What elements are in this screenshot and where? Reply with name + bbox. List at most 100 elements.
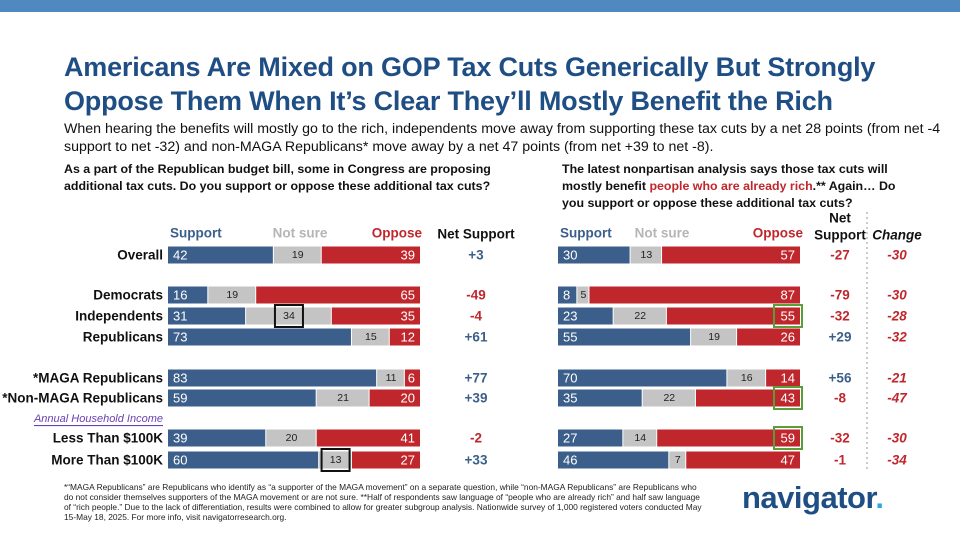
right-label-not-sure-5: 22	[663, 392, 675, 404]
category-label-2: Independents	[75, 309, 163, 324]
right-bar-support-1	[558, 286, 577, 304]
right-label-support-5: 35	[563, 391, 577, 406]
right-bar-not-sure-0	[630, 246, 662, 264]
left-legend-not-sure: Not sure	[273, 226, 328, 241]
left-label-oppose-5: 20	[401, 391, 415, 406]
left-highlight-box-1	[320, 448, 351, 472]
right-bar-not-sure-4	[727, 369, 766, 387]
right-bar-oppose-6	[657, 429, 800, 447]
left-bar-oppose-1	[256, 286, 420, 304]
left-label-support-6: 39	[173, 431, 187, 446]
change-value-0: -30	[887, 248, 907, 263]
left-label-support-7: 60	[173, 453, 187, 468]
page-title: Americans Are Mixed on GOP Tax Cuts Gene…	[64, 52, 876, 116]
right-net-value-4: +56	[829, 371, 852, 386]
change-value-3: -32	[887, 330, 907, 345]
footnote: *“MAGA Republicans” are Republicans who …	[64, 482, 702, 522]
left-label-not-sure-3: 15	[365, 331, 377, 343]
right-bar-oppose-2	[666, 307, 800, 325]
change-value-7: -34	[887, 453, 907, 468]
right-label-oppose-1: 87	[781, 288, 795, 303]
left-highlight-box-0	[273, 304, 304, 328]
right-label-not-sure-6: 14	[634, 432, 646, 444]
right-highlight-box-0	[773, 304, 803, 328]
left-bar-oppose-6	[316, 429, 420, 447]
left-bar-support-0	[168, 246, 273, 264]
right-question-highlight: people who are already rich	[649, 179, 813, 193]
right-label-not-sure-4: 16	[741, 372, 753, 384]
right-bar-not-sure-5	[642, 389, 695, 407]
right-label-oppose-3: 26	[781, 330, 795, 345]
left-net-value-7: +33	[465, 453, 488, 468]
left-label-not-sure-6: 20	[286, 432, 298, 444]
right-bar-not-sure-1	[577, 286, 589, 304]
category-label-1: Democrats	[93, 288, 163, 303]
change-value-1: -30	[887, 288, 907, 303]
right-label-support-0: 30	[563, 248, 577, 263]
left-bar-support-2	[168, 307, 246, 325]
logo-text: navigator	[742, 480, 876, 515]
left-net-value-5: +39	[465, 391, 488, 406]
left-bar-oppose-2	[331, 307, 420, 325]
left-net-value-3: +61	[465, 330, 488, 345]
left-label-support-0: 42	[173, 248, 187, 263]
left-bar-not-sure-5	[316, 389, 369, 407]
left-net-value-6: -2	[470, 431, 482, 446]
right-bar-not-sure-2	[613, 307, 666, 325]
right-label-oppose-4: 14	[781, 371, 795, 386]
left-bar-oppose-4	[404, 369, 420, 387]
left-bar-oppose-3	[389, 328, 420, 346]
left-label-support-2: 31	[173, 309, 187, 324]
right-label-support-7: 46	[563, 453, 577, 468]
right-net-header-line2: Support	[814, 228, 866, 243]
right-label-not-sure-1: 5	[580, 289, 586, 301]
right-bar-oppose-7	[686, 451, 800, 469]
right-label-not-sure-2: 22	[634, 310, 646, 322]
right-net-value-7: -1	[834, 453, 846, 468]
navigator-logo: navigator.	[742, 480, 884, 516]
right-bar-support-7	[558, 451, 669, 469]
category-label-6: Less Than $100K	[53, 431, 164, 446]
right-net-value-0: -27	[830, 248, 850, 263]
right-bar-support-4	[558, 369, 727, 387]
left-bar-support-6	[168, 429, 266, 447]
right-label-oppose-0: 57	[781, 248, 795, 263]
right-label-oppose-5: 43	[781, 391, 795, 406]
left-net-value-4: +77	[465, 371, 488, 386]
right-bar-oppose-1	[589, 286, 800, 304]
right-net-value-1: -79	[830, 288, 850, 303]
left-question: As a part of the Republican budget bill,…	[64, 162, 491, 193]
left-label-not-sure-5: 21	[337, 392, 349, 404]
left-label-oppose-2: 35	[401, 309, 415, 324]
left-label-support-3: 73	[173, 330, 187, 345]
left-bar-not-sure-7	[319, 451, 351, 469]
left-bar-not-sure-0	[273, 246, 321, 264]
left-net-header: Net Support	[437, 227, 515, 242]
right-bar-support-2	[558, 307, 613, 325]
left-net-value-2: -4	[470, 309, 482, 324]
right-label-support-1: 8	[563, 288, 570, 303]
right-label-support-6: 27	[563, 431, 577, 446]
subgroup-heading: Annual Household Income	[33, 413, 163, 425]
left-label-not-sure-0: 19	[292, 249, 304, 261]
right-bar-not-sure-6	[623, 429, 657, 447]
right-legend-not-sure: Not sure	[635, 226, 690, 241]
right-net-header-line1: Net	[829, 211, 851, 226]
left-bar-not-sure-4	[377, 369, 404, 387]
category-label-4: *MAGA Republicans	[33, 371, 163, 386]
left-legend-support: Support	[170, 226, 222, 241]
right-label-not-sure-3: 19	[708, 331, 720, 343]
right-net-value-2: -32	[830, 309, 850, 324]
right-bar-support-5	[558, 389, 642, 407]
left-net-value-0: +3	[468, 248, 484, 263]
change-value-6: -30	[887, 431, 907, 446]
left-label-oppose-4: 6	[408, 371, 415, 386]
left-bar-not-sure-3	[351, 328, 389, 346]
left-bar-support-1	[168, 286, 208, 304]
right-net-value-3: +29	[829, 330, 852, 345]
change-value-5: -47	[887, 391, 908, 406]
right-bar-support-0	[558, 246, 630, 264]
right-net-value-6: -32	[830, 431, 850, 446]
left-bar-support-7	[168, 451, 319, 469]
left-net-value-1: -49	[466, 288, 486, 303]
